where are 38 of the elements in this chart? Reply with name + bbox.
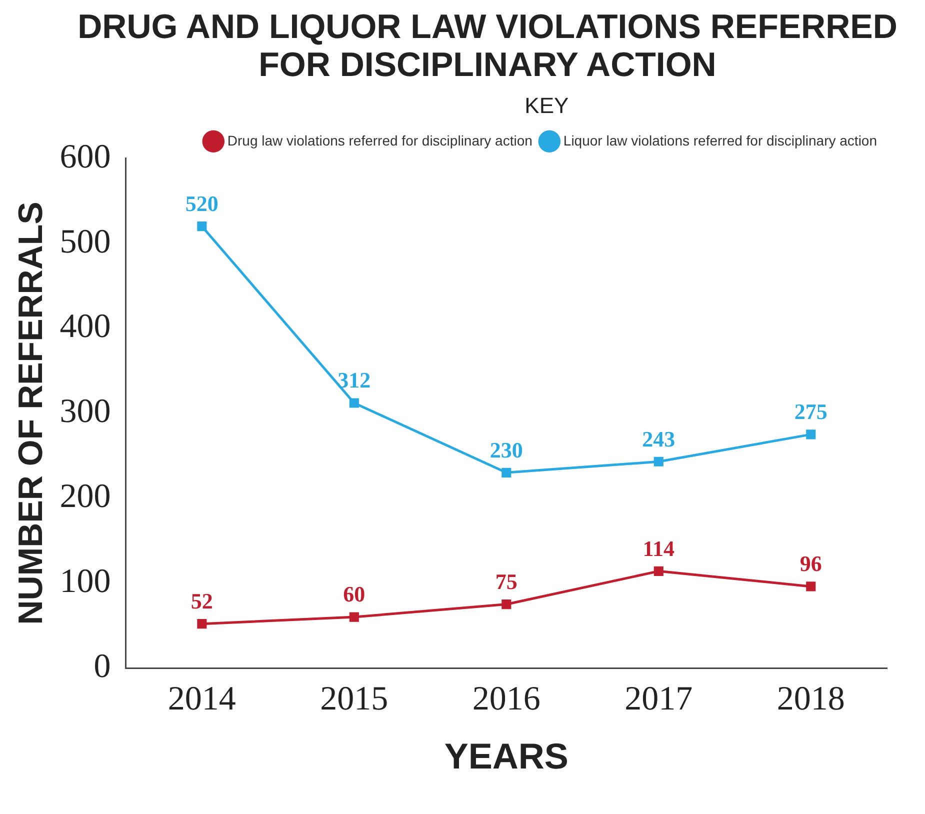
data-label: 96 bbox=[800, 551, 822, 576]
legend-label: Drug law violations referred for disciplinary action bbox=[227, 132, 532, 148]
y-tick-label: 400 bbox=[60, 308, 111, 346]
point bbox=[197, 619, 207, 629]
legend-label: Liquor law violations referred for disciplinary action bbox=[563, 132, 877, 148]
chart-title: DRUG AND LIQUOR LAW VIOLATIONS REFERRED FOR DISCIPLINARY ACTION bbox=[76, 8, 898, 84]
point bbox=[349, 612, 359, 622]
y-tick-label: 300 bbox=[60, 393, 111, 430]
point bbox=[197, 222, 207, 232]
x-tick-label: 2017 bbox=[624, 680, 693, 718]
x-axis-title: YEARS bbox=[444, 735, 568, 776]
data-label: 75 bbox=[495, 568, 518, 594]
y-tick-label: 500 bbox=[60, 223, 111, 260]
y-tick-label: 600 bbox=[60, 138, 111, 176]
point bbox=[502, 600, 512, 610]
data-label: 230 bbox=[490, 437, 523, 462]
y-tick-label: 0 bbox=[94, 648, 111, 685]
point bbox=[806, 582, 816, 592]
point bbox=[502, 468, 512, 478]
data-label: 312 bbox=[338, 368, 371, 393]
data-label: 52 bbox=[190, 588, 213, 614]
x-tick-label: 2016 bbox=[472, 680, 540, 718]
data-label: 114 bbox=[642, 536, 675, 561]
legend-title: KEY bbox=[524, 93, 570, 118]
point bbox=[806, 430, 816, 440]
x-tick-label: 2018 bbox=[776, 680, 845, 718]
y-axis-title: NUMBER OF REFERRALS bbox=[12, 202, 50, 625]
data-label: 520 bbox=[185, 191, 218, 216]
y-tick-label: 200 bbox=[60, 478, 111, 516]
x-tick-label: 2015 bbox=[320, 680, 388, 718]
data-label: 243 bbox=[642, 426, 676, 452]
point bbox=[654, 456, 664, 466]
data-label: 60 bbox=[343, 582, 366, 607]
point bbox=[654, 566, 664, 576]
x-tick-label: 2014 bbox=[168, 680, 236, 718]
y-tick-label: 100 bbox=[60, 562, 111, 600]
data-label: 275 bbox=[794, 399, 828, 424]
point bbox=[349, 398, 359, 408]
